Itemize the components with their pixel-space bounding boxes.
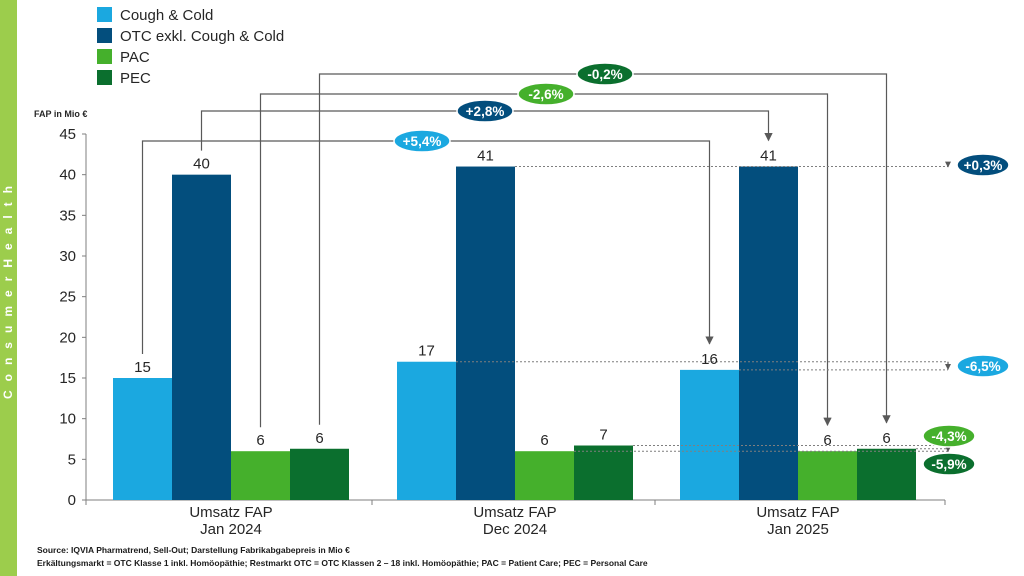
mom-badge: -6,5% [965, 359, 1000, 374]
bar [798, 451, 857, 500]
y-tick-label: 10 [59, 411, 76, 428]
bar [290, 448, 349, 500]
y-tick-label: 0 [68, 492, 76, 509]
bar-value-label: 16 [701, 351, 718, 368]
bar [515, 451, 574, 500]
bar [172, 174, 231, 500]
mom-badge: +0,3% [964, 158, 1003, 173]
y-tick-label: 20 [59, 329, 76, 346]
bar-value-label: 6 [823, 432, 831, 449]
legend-label: Cough & Cold [120, 7, 213, 24]
y-tick-label: 45 [59, 126, 76, 143]
bar-value-label: 40 [193, 156, 210, 173]
y-tick-label: 25 [59, 289, 76, 306]
y-tick-label: 40 [59, 167, 76, 184]
yoy-badge-bg [456, 99, 514, 123]
x-category-label: Umsatz FAP [473, 504, 556, 521]
yoy-badge-bg [517, 82, 575, 106]
bar-value-label: 6 [256, 432, 264, 449]
y-tick-label: 30 [59, 248, 76, 265]
bar [231, 451, 290, 500]
mom-badge-bg [956, 354, 1010, 378]
y-axis-label: FAP in Mio € [34, 109, 87, 119]
bar-value-label: 41 [760, 148, 777, 165]
bar-value-label: 7 [599, 427, 607, 444]
sidebar-band [0, 0, 17, 576]
legend-label: OTC exkl. Cough & Cold [120, 28, 284, 45]
legend-swatch [97, 49, 112, 64]
yoy-badge: -0,2% [587, 67, 622, 82]
mom-badge-bg [922, 452, 976, 476]
bar [739, 166, 798, 501]
bar-value-label: 15 [134, 359, 151, 376]
x-category-label: Jan 2025 [767, 521, 829, 538]
mom-badge: -4,3% [931, 429, 966, 444]
legend-label: PEC [120, 70, 151, 87]
bar-value-label: 6 [882, 430, 890, 447]
yoy-badge: +5,4% [403, 134, 442, 149]
source-note: Source: IQVIA Pharmatrend, Sell-Out; Dar… [37, 545, 350, 555]
x-category-label: Umsatz FAP [756, 504, 839, 521]
x-category-label: Dec 2024 [483, 521, 547, 538]
bar-value-label: 6 [315, 430, 323, 447]
yoy-badge-bg [576, 62, 634, 86]
y-tick-label: 15 [59, 370, 76, 387]
y-tick-label: 35 [59, 207, 76, 224]
yoy-badge: +2,8% [466, 104, 505, 119]
bar [397, 361, 456, 500]
bar-value-label: 41 [477, 148, 494, 165]
bar-value-label: 6 [540, 432, 548, 449]
mom-badge-bg [922, 424, 976, 448]
bar [680, 369, 739, 500]
bar [113, 378, 172, 500]
bar-value-label: 17 [418, 343, 435, 360]
x-category-label: Umsatz FAP [189, 504, 272, 521]
legend-swatch [97, 70, 112, 85]
legend-swatch [97, 28, 112, 43]
yoy-badge: -2,6% [528, 87, 563, 102]
legend-swatch [97, 7, 112, 22]
legend-label: PAC [120, 49, 150, 66]
yoy-badge-bg [393, 129, 451, 153]
y-tick-label: 5 [68, 451, 76, 468]
bar [456, 166, 515, 501]
bar [574, 445, 633, 500]
mom-badge: -5,9% [931, 457, 966, 472]
x-category-label: Jan 2024 [200, 521, 262, 538]
bar [857, 448, 916, 500]
definitions-note: Erkältungsmarkt = OTC Klasse 1 inkl. Hom… [37, 558, 648, 568]
mom-badge-bg [956, 153, 1010, 177]
